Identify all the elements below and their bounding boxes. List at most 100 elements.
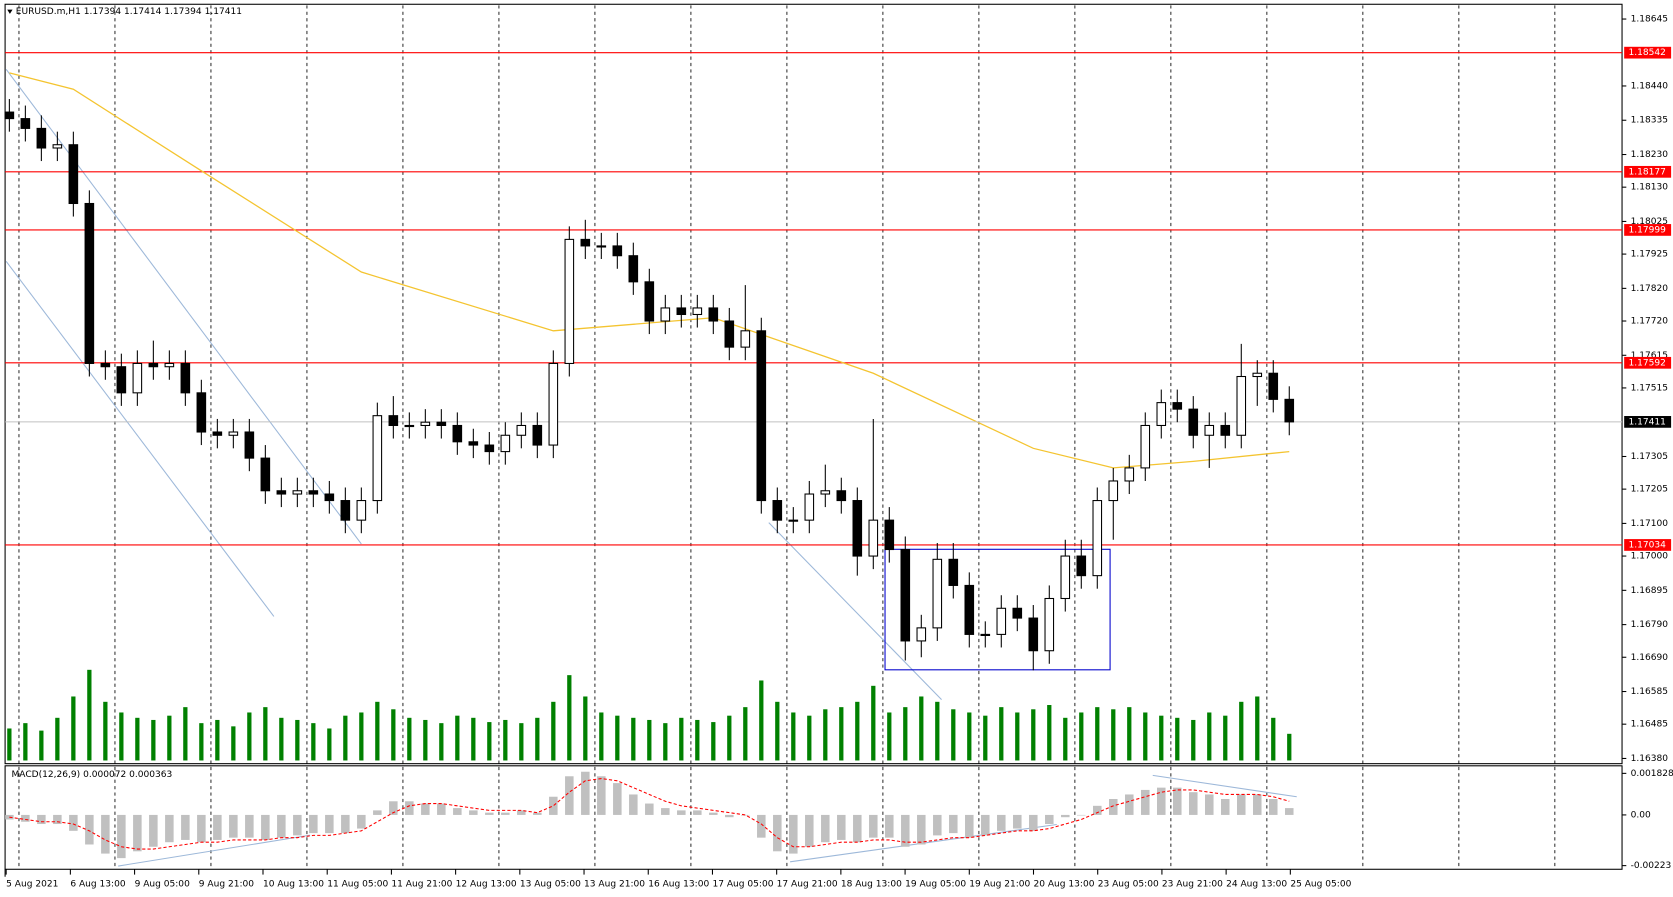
candle-body <box>1028 617 1039 652</box>
volume-bar <box>679 717 684 761</box>
macd-histogram-bar <box>357 814 366 829</box>
candle-body <box>468 441 479 446</box>
y-tick-label: 1.18025 <box>1631 217 1668 227</box>
candle-body <box>676 307 687 316</box>
volume-bar <box>439 723 444 761</box>
volume-bar <box>1191 719 1196 761</box>
y-tick-label: 1.17820 <box>1631 284 1669 294</box>
volume-bar <box>1255 696 1260 761</box>
y-tick-label: 1.18440 <box>1631 81 1669 91</box>
volume-bar <box>215 719 220 761</box>
x-tick-label: 20 Aug 13:00 <box>1033 880 1094 890</box>
candle-body <box>132 362 143 394</box>
x-tick-label: 17 Aug 21:00 <box>777 880 838 890</box>
candle-body <box>804 493 815 521</box>
candle-body <box>740 330 751 348</box>
candle-body <box>68 144 79 205</box>
volume-bar <box>695 719 700 761</box>
volume-bar <box>343 715 348 761</box>
volume-bar <box>727 715 732 761</box>
macd-histogram-bar <box>901 814 910 847</box>
volume-bar <box>1287 733 1292 761</box>
candle-body <box>164 362 175 368</box>
macd-histogram-bar <box>661 808 670 815</box>
volume-bar <box>567 675 572 761</box>
macd-histogram-bar <box>645 803 654 815</box>
y-tick-label: 1.16380 <box>1631 754 1669 764</box>
macd-histogram-bar <box>5 814 14 820</box>
macd-histogram-bar <box>1237 794 1246 815</box>
candle-body <box>404 424 415 428</box>
candle-body <box>212 431 223 436</box>
candle-body <box>532 424 543 446</box>
macd-histogram-bar <box>741 814 750 816</box>
macd-histogram-bar <box>709 812 718 815</box>
macd-histogram-bar <box>389 801 398 815</box>
x-tick-label: 23 Aug 05:00 <box>1098 880 1159 890</box>
candle-body <box>1156 402 1167 427</box>
candle-body <box>660 307 671 322</box>
x-tick-label: 10 Aug 13:00 <box>263 880 324 890</box>
macd-histogram-bar <box>597 776 606 815</box>
candle-body <box>932 558 943 629</box>
macd-histogram-bar <box>1109 799 1118 815</box>
x-tick-label: 9 Aug 21:00 <box>199 880 254 890</box>
menu-arrow[interactable] <box>7 9 13 14</box>
x-tick-label: 17 Aug 05:00 <box>712 880 773 890</box>
macd-histogram-bar <box>261 814 270 840</box>
volume-bar <box>279 717 284 761</box>
macd-histogram-bar <box>453 808 462 815</box>
candle-body <box>196 392 207 433</box>
volume-bar <box>407 717 412 761</box>
macd-signal <box>9 778 1290 850</box>
macd-histogram-bar <box>277 814 286 838</box>
macd-histogram-bar <box>885 814 894 838</box>
candle-body <box>52 144 63 149</box>
macd-histogram-bar <box>149 814 158 847</box>
macd-histogram-bar <box>53 814 62 825</box>
volume-bar <box>199 723 204 761</box>
macd-histogram-bar <box>69 814 78 831</box>
volume-bar <box>647 719 652 761</box>
y-tick-label: 1.17100 <box>1631 519 1669 529</box>
volume-bar <box>551 701 556 761</box>
volume-bar <box>135 717 140 761</box>
macd-histogram-bar <box>373 810 382 815</box>
macd-histogram-bar <box>613 783 622 815</box>
candle-body <box>484 444 495 453</box>
candle-body <box>788 519 799 522</box>
volume-bar <box>231 726 236 761</box>
candle-body <box>356 500 367 521</box>
volume-bar <box>935 701 940 761</box>
volume-bar <box>327 728 332 761</box>
macd-histogram-bar <box>757 814 766 838</box>
volume-bar <box>663 723 668 761</box>
y-tick-label: 1.16585 <box>1631 687 1668 697</box>
candle-body <box>612 245 623 257</box>
candle-body <box>1076 555 1087 577</box>
x-tick-label: 6 Aug 13:00 <box>70 880 125 890</box>
volume-bar <box>167 715 172 761</box>
volume-bar <box>1047 705 1052 761</box>
macd-histogram-bar <box>1205 794 1214 815</box>
volume-bar <box>599 712 604 761</box>
macd-histogram-bar <box>773 814 782 852</box>
volume-bar <box>839 707 844 761</box>
macd-histogram-bar <box>693 810 702 815</box>
volume-bar <box>631 717 636 761</box>
candle-body <box>180 362 191 394</box>
macd-divergence-line <box>1152 774 1297 798</box>
macd-histogram-bar <box>965 814 974 838</box>
candle-body <box>324 493 335 502</box>
x-tick-label: 11 Aug 05:00 <box>327 880 388 890</box>
macd-histogram-bar <box>853 814 862 843</box>
x-tick-label: 24 Aug 13:00 <box>1226 880 1287 890</box>
x-tick-label: 25 Aug 05:00 <box>1290 880 1351 890</box>
candle-body <box>1284 398 1295 423</box>
volume-bar <box>519 723 524 761</box>
macd-histogram-bar <box>101 814 110 854</box>
y-tick-label: 1.18335 <box>1631 116 1668 126</box>
volume-bar <box>711 722 716 761</box>
